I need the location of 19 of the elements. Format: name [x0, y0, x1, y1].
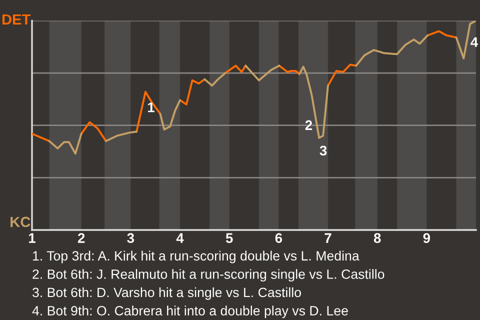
text: 3. Bot 6th: D. Varsho hit a single vs L. Castillo [32, 287, 301, 300]
text: 1. Top 3rd: A. Kirk hit a run-scoring double vs L. Medina [33, 250, 360, 264]
x-tick-label: 6 [275, 233, 282, 243]
text: DET [2, 14, 31, 24]
x-tick-label: 1 [29, 233, 36, 243]
x-tick-label: 7 [324, 233, 332, 243]
x-tick-label: 5 [226, 233, 233, 243]
annotation: 4 [470, 37, 478, 47]
x-tick-label: 4 [176, 233, 184, 243]
text: KC [10, 216, 30, 228]
text: 2. Bot 6th: J. Realmuto hit a run-scoring single vs L. Castillo [32, 269, 384, 282]
annotation: 1 [148, 102, 154, 112]
x-tick-label: 3 [127, 233, 134, 243]
text: 4. Bot 9th: O. Cabrera hit into a double play vs D. Lee [32, 306, 348, 318]
x-tick-label: 2 [78, 233, 85, 243]
annotation: 2 [305, 120, 312, 130]
x-tick-label: 8 [374, 233, 381, 243]
x-tick-label: 9 [423, 233, 430, 243]
annotation: 3 [320, 146, 327, 156]
